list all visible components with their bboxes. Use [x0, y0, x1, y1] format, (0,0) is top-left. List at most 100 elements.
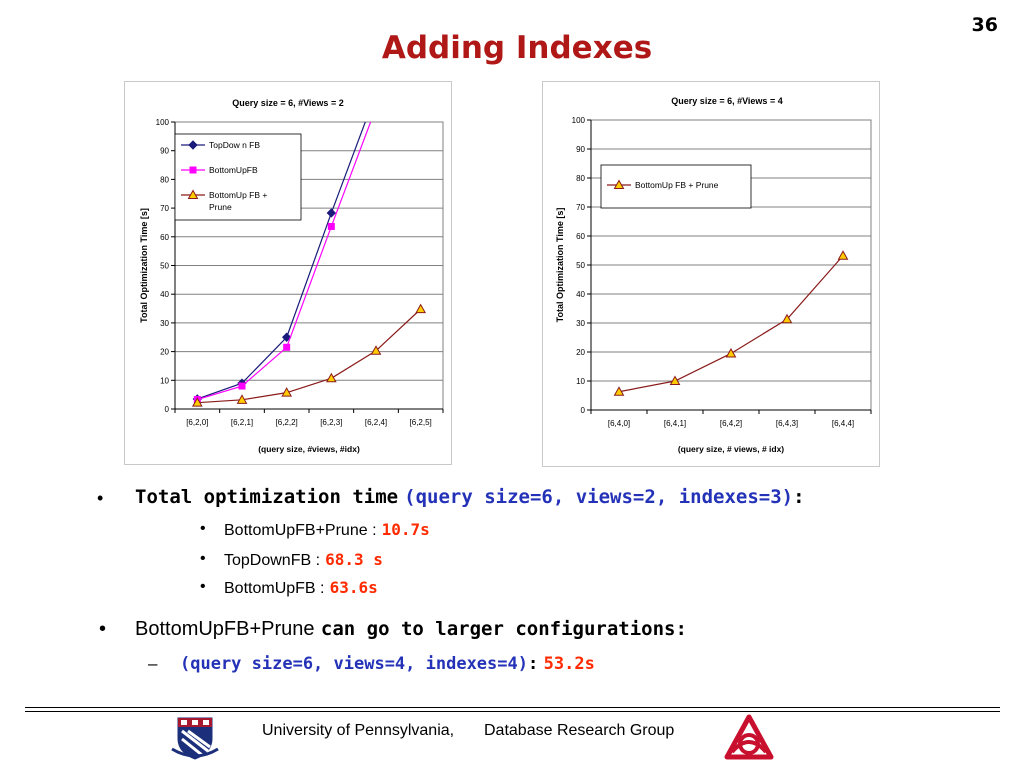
legend-label: BottomUp FB + Prune — [635, 180, 719, 190]
y-tick-label: 20 — [160, 348, 169, 357]
data-point — [415, 303, 427, 314]
sub-bullet-bottomup: BottomUpFB : 63.6s — [224, 578, 378, 598]
bottomup-value: 63.6s — [329, 578, 378, 597]
x-tick-label: [6,4,3] — [776, 419, 798, 428]
chart-title: Query size = 6, #Views = 4 — [671, 96, 782, 106]
legend-label: BottomUp FB + — [209, 190, 267, 200]
x-tick-label: [6,4,1] — [664, 419, 686, 428]
series-group — [191, 89, 427, 407]
data-point — [837, 250, 849, 260]
y-tick-label: 100 — [572, 116, 586, 125]
data-point — [669, 375, 681, 385]
penn-logo — [168, 715, 222, 761]
dash-params: (query size=6, views=4, indexes=4) — [180, 654, 528, 674]
dash-marker: – — [148, 654, 158, 673]
legend-box — [174, 133, 302, 221]
x-axis-label: (query size, #views, #idx) — [258, 444, 360, 454]
bullet-larger-configs: BottomUpFB+Prune can go to larger config… — [135, 616, 687, 641]
data-point — [281, 332, 292, 342]
triangle-knot-logo-icon — [724, 714, 774, 760]
y-tick-label: 40 — [576, 290, 585, 299]
chart-views-4-svg: Query size = 6, #Views = 4 0 10 20 30 40 50 60 7… — [555, 96, 872, 454]
series-line — [197, 308, 422, 404]
data-point — [372, 89, 380, 97]
larger-configs-text: can go to larger configurations: — [320, 618, 687, 640]
y-tick-label: 90 — [576, 145, 585, 154]
x-tick-label: [6,2,1] — [231, 418, 253, 427]
penn-shield-icon — [171, 717, 219, 760]
footer-university: University of Pennsylvania, — [262, 722, 455, 739]
data-point — [325, 372, 337, 383]
y-axis-label: Total Optimization Time [s] — [139, 208, 149, 323]
y-tick-label: 0 — [581, 406, 586, 415]
data-point — [370, 345, 382, 355]
y-tick-label: 10 — [160, 376, 169, 385]
y-tick-label: 20 — [576, 348, 585, 357]
data-point — [281, 387, 293, 397]
chart-title: Query size = 6, #Views = 2 — [232, 98, 343, 108]
y-tick-label: 10 — [576, 377, 585, 386]
legend-marker — [189, 166, 197, 174]
dash-value: 53.2s — [543, 654, 595, 674]
y-tick-label: 80 — [160, 175, 169, 184]
x-tick-label: [6,4,2] — [720, 419, 742, 428]
sub-bullet-marker: • — [200, 520, 206, 537]
topdown-name: TopDownFB : — [224, 552, 321, 569]
x-axis-label: (query size, # views, # idx) — [678, 444, 784, 454]
legend-box — [600, 164, 752, 209]
x-tick-label: [6,4,4] — [832, 419, 854, 428]
x-tick-label: [6,2,2] — [276, 418, 298, 427]
x-tick-label: [6,2,4] — [365, 418, 387, 427]
data-point — [327, 222, 335, 230]
sub-bullet-prune: BottomUpFB+Prune : 10.7s — [224, 520, 430, 540]
series-group — [613, 250, 849, 396]
y-tick-label: 50 — [160, 262, 169, 271]
x-tick-label: [6,2,3] — [320, 418, 342, 427]
y-tick-label: 70 — [576, 203, 585, 212]
y-tick-label: 30 — [160, 319, 169, 328]
sub-bullet-marker: • — [200, 550, 206, 567]
prune-value: 10.7s — [381, 520, 430, 539]
x-tick-label: [6,2,5] — [410, 418, 432, 427]
data-point — [373, 104, 380, 111]
total-time-params: (query size=6, views=2, indexes=3) — [404, 486, 794, 508]
y-tick-label: 100 — [156, 118, 170, 127]
bullet-marker: • — [97, 488, 104, 508]
y-tick-label: 50 — [576, 261, 585, 270]
y-tick-label: 30 — [576, 319, 585, 328]
data-point — [236, 394, 248, 404]
y-tick-label: 0 — [165, 405, 170, 414]
dash-colon: : — [528, 654, 539, 674]
legend-marker — [188, 140, 198, 150]
legend-marker — [187, 189, 199, 199]
chart-views-2: Query size = 6, #Views = 2 0 10 20 30 40 50 60 7… — [124, 81, 452, 465]
data-point — [725, 347, 737, 358]
y-tick-label: 60 — [160, 233, 169, 242]
x-tick-label: [6,2,0] — [186, 418, 208, 427]
db-group-logo — [724, 714, 774, 762]
chart-views-4: Query size = 6, #Views = 4 0 10 20 30 40 50 60 7… — [542, 81, 880, 467]
dash-item: (query size=6, views=4, indexes=4): 53.2… — [180, 654, 595, 674]
page-number: 36 — [971, 14, 998, 36]
legend-label-cont: Prune — [209, 202, 232, 212]
larger-configs-name: BottomUpFB+Prune — [135, 618, 315, 640]
data-point — [238, 382, 246, 390]
y-tick-label: 40 — [160, 290, 169, 299]
sub-bullet-topdown: TopDownFB : 68.3 s — [224, 550, 383, 570]
bullet-total-time: Total optimization time (query size=6, v… — [135, 486, 805, 508]
x-tick-label: [6,4,0] — [608, 419, 630, 428]
sub-bullet-marker: • — [200, 578, 206, 595]
legend-label: TopDow n FB — [209, 140, 260, 150]
data-point — [283, 343, 291, 351]
footer-group: Database Research Group — [484, 722, 675, 739]
total-time-label: Total optimization time — [135, 486, 399, 508]
footer-rule-top — [25, 707, 1000, 708]
y-axis-label: Total Optimization Time [s] — [555, 208, 565, 323]
topdown-value: 68.3 s — [325, 550, 383, 569]
y-tick-label: 80 — [576, 174, 585, 183]
data-point — [613, 386, 625, 396]
data-point — [191, 397, 203, 407]
total-time-colon: : — [793, 486, 805, 508]
slide-title: Adding Indexes — [381, 30, 653, 66]
prune-name: BottomUpFB+Prune : — [224, 522, 377, 539]
